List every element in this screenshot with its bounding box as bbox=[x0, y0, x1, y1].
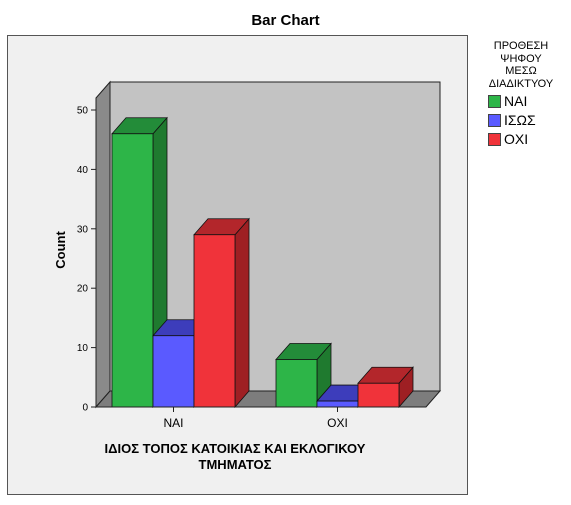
y-tick-label: 0 bbox=[82, 403, 88, 414]
legend-swatch-2 bbox=[488, 132, 501, 146]
bar-side bbox=[234, 217, 250, 409]
x-axis-title-line-2: ΤΜΗΜΑΤΟΣ bbox=[199, 457, 272, 472]
legend-title: ΠΡΟΘΕΣΗ ΨΗΦΟΥ ΜΕΣΩ ΔΙΑΔΙΚΤΥΟΥ bbox=[478, 40, 564, 90]
y-axis: 0 10 20 30 40 50 bbox=[77, 98, 97, 414]
y-tick-label: 40 bbox=[77, 165, 89, 176]
chart-title: Bar Chart bbox=[251, 12, 320, 29]
legend-label-1: ΙΣΩΣ bbox=[504, 112, 536, 128]
legend-title-line: ΜΕΣΩ bbox=[505, 65, 537, 77]
x-axis: ΝΑΙ ΟΧΙ bbox=[96, 406, 426, 430]
y-axis-title: Count bbox=[53, 231, 68, 269]
bar-front bbox=[275, 359, 318, 408]
y-tick-label: 20 bbox=[77, 284, 89, 295]
legend-item-2: ΟΧΙ bbox=[488, 131, 564, 147]
x-axis-title-line-1: ΙΔΙΟΣ ΤΟΠΟΣ ΚΑΤΟΙΚΙΑΣ ΚΑΙ ΕΚΛΟΓΙΚΟΥ bbox=[105, 441, 366, 456]
legend-label-2: ΟΧΙ bbox=[504, 131, 529, 147]
legend-title-line: ΠΡΟΘΕΣΗ bbox=[493, 40, 549, 52]
legend-swatch-1 bbox=[488, 113, 501, 127]
legend-item-0: ΝΑΙ bbox=[488, 93, 564, 109]
side-wall bbox=[95, 80, 111, 409]
x-tick-label: ΟΧΙ bbox=[327, 416, 348, 430]
bar-front bbox=[316, 400, 359, 408]
bar-front bbox=[193, 234, 236, 408]
legend-swatch-0 bbox=[488, 94, 501, 108]
legend: ΠΡΟΘΕΣΗ ΨΗΦΟΥ ΜΕΣΩ ΔΙΑΔΙΚΤΥΟΥ ΝΑΙ ΙΣΩΣ Ο… bbox=[478, 40, 564, 147]
bar-front bbox=[111, 133, 154, 408]
y-tick-label: 50 bbox=[77, 106, 89, 117]
legend-item-1: ΙΣΩΣ bbox=[488, 112, 564, 128]
legend-label-0: ΝΑΙ bbox=[504, 93, 528, 109]
legend-title-line: ΨΗΦΟΥ bbox=[500, 52, 542, 65]
y-tick-label: 10 bbox=[77, 343, 89, 354]
legend-title-line: ΔΙΑΔΙΚΤΥΟΥ bbox=[488, 77, 554, 90]
y-tick-label: 30 bbox=[77, 224, 89, 235]
bar-1-2 bbox=[357, 366, 414, 409]
bar-front bbox=[357, 382, 400, 408]
bar-front bbox=[152, 335, 195, 408]
bars bbox=[111, 116, 414, 409]
x-tick-label: ΝΑΙ bbox=[163, 416, 183, 430]
bar-0-2 bbox=[193, 217, 250, 409]
